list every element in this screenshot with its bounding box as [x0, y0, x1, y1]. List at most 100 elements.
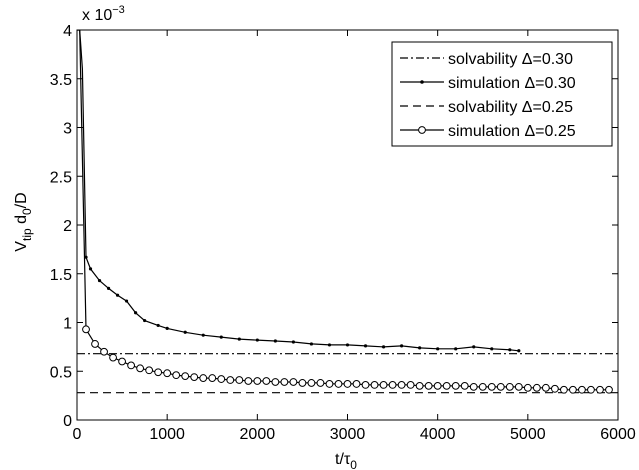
series-4-point — [469, 382, 478, 391]
series-4-point — [596, 385, 604, 394]
series-4-point — [280, 378, 289, 386]
series-4-point — [109, 353, 117, 362]
series-4-point — [271, 378, 280, 386]
series-2-point — [84, 255, 88, 259]
x-tick-label: 5000 — [510, 426, 546, 443]
series-4-point — [154, 368, 163, 377]
series-2-point — [400, 344, 404, 348]
series-2-point — [106, 286, 111, 290]
series-4-point — [118, 357, 126, 366]
series-2-point — [327, 343, 332, 347]
series-4-point — [532, 383, 541, 392]
series-4-point — [172, 371, 181, 380]
series-4-point — [235, 376, 244, 384]
y-axis-label: Vtip d0/D — [13, 192, 34, 251]
series-4-point — [433, 381, 442, 390]
series-2-point — [88, 267, 93, 271]
series-2-point — [381, 345, 386, 349]
series-2-point — [309, 342, 314, 346]
series-4-point — [91, 340, 99, 348]
series-group — [77, 30, 618, 394]
x-tick-label: 0 — [73, 426, 82, 443]
series-2-point — [201, 333, 205, 337]
x-tick-label: 6000 — [600, 426, 636, 443]
series-4-point — [451, 381, 460, 390]
y-tick-label: 1 — [63, 316, 72, 333]
series-4-point — [163, 369, 172, 378]
y-multiplier-label: x 10−3 — [82, 4, 125, 24]
y-tick-label: 4 — [63, 23, 72, 40]
series-4-point — [217, 375, 226, 383]
series-4-point — [397, 381, 406, 389]
series-4-point — [560, 385, 568, 394]
series-4-point — [514, 382, 523, 391]
series-2-point — [273, 339, 277, 343]
series-4-point — [415, 381, 424, 390]
series-2-point — [143, 318, 147, 323]
series-2-point — [124, 299, 129, 303]
series-4-point — [208, 374, 217, 382]
series-2-point — [436, 347, 440, 351]
series-4-point — [253, 377, 262, 385]
series-4-point — [145, 366, 154, 375]
series-2-point — [472, 345, 476, 349]
series-4-point — [127, 361, 136, 370]
series-4-point — [82, 325, 90, 334]
legend-box — [391, 41, 613, 147]
series-4-point — [460, 381, 469, 390]
series-2-point — [134, 311, 138, 315]
series-2-point — [490, 347, 494, 351]
series-4-point — [100, 347, 108, 356]
y-tick-label: 0.5 — [50, 364, 72, 381]
series-4-point — [550, 384, 559, 393]
series-2-point — [508, 348, 512, 352]
series-4-point — [343, 380, 352, 388]
y-tick-label: 2.5 — [50, 169, 72, 186]
series-4-point — [605, 385, 613, 394]
series-4-point — [307, 379, 316, 387]
plot-area — [77, 30, 618, 394]
legend-marker-4 — [418, 126, 426, 134]
legend: solvability Δ=0.30 simulation Δ=0.30 solva… — [391, 41, 613, 147]
legend-label-4: simulation Δ=0.25 — [448, 123, 576, 140]
series-4-point — [262, 377, 271, 385]
series-4-point — [334, 380, 343, 388]
series-2-point — [156, 323, 160, 328]
series-4-point — [325, 380, 334, 388]
series-2-point — [97, 278, 102, 283]
series-4-point — [379, 381, 388, 389]
y-tick-label: 2 — [63, 218, 72, 235]
y-tick-label: 1.5 — [50, 267, 72, 284]
y-tick-label: 3.5 — [50, 72, 72, 89]
series-4-point — [370, 381, 379, 389]
series-4-point — [478, 382, 487, 391]
series-4-point — [578, 385, 586, 394]
series-4-point — [289, 378, 298, 386]
series-2-point — [363, 344, 368, 348]
axes: 0 1000 2000 3000 4000 5000 6000 0 0.5 1 1.5 2 2.5 3 3.… — [50, 23, 636, 443]
series-4-point — [424, 381, 433, 390]
series-4-point — [361, 381, 370, 389]
series-4-point — [298, 379, 307, 387]
x-tick-label: 1000 — [149, 426, 185, 443]
series-4-point — [190, 373, 199, 382]
series-4-point — [388, 381, 397, 389]
series-2-point — [345, 343, 350, 347]
legend-marker-2 — [420, 80, 424, 84]
x-tick-label: 2000 — [240, 426, 276, 443]
series-4-point — [352, 380, 361, 388]
series-2-point — [115, 293, 120, 297]
series-4-point — [181, 372, 190, 381]
axis-labels: x 10−3 t/τ0 Vtip d0/D — [13, 4, 357, 470]
x-tick-label: 3000 — [330, 426, 366, 443]
series-4-point — [316, 379, 325, 387]
series-4-point — [496, 382, 505, 391]
y-tick-label: 0 — [63, 413, 72, 430]
series-4-point — [569, 385, 577, 394]
series-2-point — [219, 335, 223, 339]
x-axis-label: t/τ0 — [335, 451, 357, 470]
series-2-point — [454, 347, 458, 351]
series-4-point — [226, 376, 235, 384]
series-4-point — [136, 364, 145, 373]
